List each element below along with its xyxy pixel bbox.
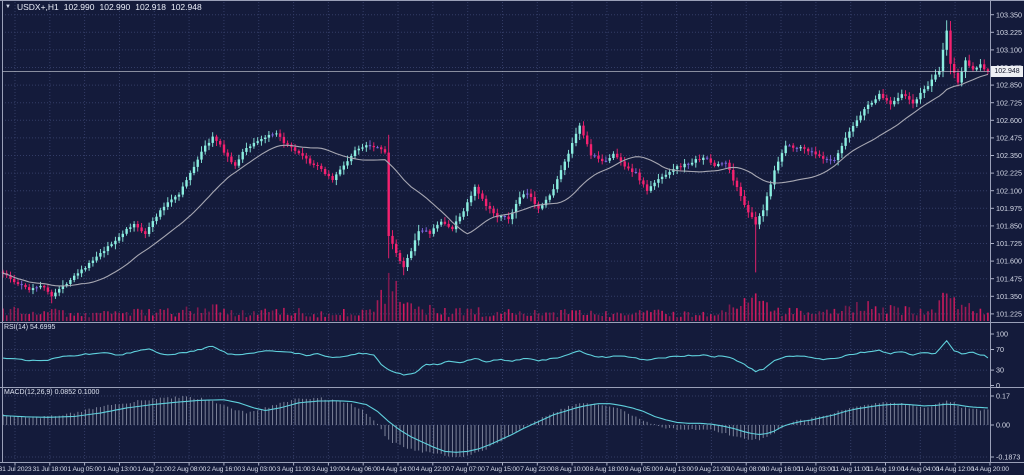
macd-label: MACD(12,26,9) 0.0852 0.1000 bbox=[4, 389, 100, 396]
grid-layer bbox=[2, 2, 988, 460]
svg-text:3 Aug 03:00: 3 Aug 03:00 bbox=[242, 466, 277, 473]
svg-text:70: 70 bbox=[996, 345, 1004, 354]
svg-text:103.100: 103.100 bbox=[996, 46, 1022, 55]
macd-panel[interactable] bbox=[2, 396, 989, 458]
svg-text:10 Aug 16:00: 10 Aug 16:00 bbox=[762, 466, 800, 473]
svg-text:2 Aug 16:00: 2 Aug 16:00 bbox=[207, 466, 242, 473]
rsi-line bbox=[2, 339, 989, 376]
svg-text:3 Aug 11:00: 3 Aug 11:00 bbox=[277, 466, 311, 473]
svg-text:101.975: 101.975 bbox=[996, 204, 1022, 213]
svg-text:10 Aug 08:00: 10 Aug 08:00 bbox=[727, 466, 765, 473]
svg-text:11 Aug 03:00: 11 Aug 03:00 bbox=[797, 466, 835, 473]
candlesticks bbox=[1, 20, 990, 304]
svg-text:102.350: 102.350 bbox=[996, 151, 1022, 160]
ohlc-high: 102.990 bbox=[99, 2, 131, 12]
svg-text:103.225: 103.225 bbox=[996, 28, 1022, 37]
rsi-panel[interactable] bbox=[2, 339, 989, 376]
svg-text:102.225: 102.225 bbox=[996, 169, 1022, 178]
svg-text:102.100: 102.100 bbox=[996, 186, 1022, 195]
svg-text:14 Aug 12:00: 14 Aug 12:00 bbox=[936, 466, 974, 473]
svg-text:14 Aug 04:00: 14 Aug 04:00 bbox=[901, 466, 939, 473]
svg-text:3 Aug 19:00: 3 Aug 19:00 bbox=[311, 466, 346, 473]
svg-text:101.725: 101.725 bbox=[996, 239, 1022, 248]
svg-text:101.850: 101.850 bbox=[996, 222, 1022, 231]
svg-text:30: 30 bbox=[996, 366, 1004, 375]
svg-text:1 Aug 21:00: 1 Aug 21:00 bbox=[137, 466, 172, 473]
ohlc-close: 102.948 bbox=[170, 2, 202, 12]
svg-text:7 Aug 23:00: 7 Aug 23:00 bbox=[520, 466, 555, 473]
chart-dropdown-icon[interactable]: ▼ bbox=[5, 4, 11, 10]
current-price-tag: 102.948 bbox=[991, 66, 1023, 77]
svg-text:102.600: 102.600 bbox=[996, 116, 1022, 125]
ohlc-open: 102.990 bbox=[63, 2, 95, 12]
svg-text:9 Aug 21:00: 9 Aug 21:00 bbox=[694, 466, 729, 473]
ohlc-low: 102.918 bbox=[135, 2, 166, 12]
svg-text:9 Aug 05:00: 9 Aug 05:00 bbox=[625, 466, 660, 473]
svg-text:11 Aug 19:00: 11 Aug 19:00 bbox=[867, 466, 905, 473]
svg-text:-0.1873: -0.1873 bbox=[996, 453, 1020, 462]
svg-text:4 Aug 14:00: 4 Aug 14:00 bbox=[381, 466, 416, 473]
svg-text:102.475: 102.475 bbox=[996, 134, 1022, 143]
chart-title: ▼ USDX+,H1 102.990 102.990 102.918 102.9… bbox=[5, 2, 202, 12]
macd-histogram bbox=[2, 396, 989, 458]
svg-text:102.850: 102.850 bbox=[996, 81, 1022, 90]
svg-text:8 Aug 18:00: 8 Aug 18:00 bbox=[590, 466, 625, 473]
svg-text:2 Aug 08:00: 2 Aug 08:00 bbox=[172, 466, 207, 473]
svg-text:100: 100 bbox=[996, 330, 1008, 339]
svg-text:101.225: 101.225 bbox=[996, 310, 1022, 319]
svg-text:31 Jul 2023: 31 Jul 2023 bbox=[0, 466, 32, 473]
svg-text:0.17: 0.17 bbox=[996, 392, 1010, 401]
svg-text:14 Aug 20:00: 14 Aug 20:00 bbox=[971, 466, 1009, 473]
macd-signal-line bbox=[2, 399, 988, 453]
svg-text:4 Aug 22:00: 4 Aug 22:00 bbox=[416, 466, 451, 473]
svg-text:102.725: 102.725 bbox=[996, 98, 1022, 107]
svg-text:4 Aug 06:00: 4 Aug 06:00 bbox=[346, 466, 381, 473]
svg-text:7 Aug 07:00: 7 Aug 07:00 bbox=[451, 466, 486, 473]
svg-text:7 Aug 15:00: 7 Aug 15:00 bbox=[485, 466, 520, 473]
svg-text:101.475: 101.475 bbox=[996, 274, 1022, 283]
svg-text:1 Aug 05:00: 1 Aug 05:00 bbox=[68, 466, 103, 473]
svg-text:8 Aug 10:00: 8 Aug 10:00 bbox=[555, 466, 590, 473]
svg-text:9 Aug 13:00: 9 Aug 13:00 bbox=[660, 466, 695, 473]
time-axis[interactable]: 31 Jul 2023 31 Jul 18:00 1 Aug 05:00 1 Aug … bbox=[0, 462, 1009, 474]
svg-text:0: 0 bbox=[996, 381, 1000, 390]
chart-symbol-period: USDX+,H1 bbox=[16, 2, 59, 12]
svg-text:1 Aug 13:00: 1 Aug 13:00 bbox=[102, 466, 137, 473]
price-axis[interactable]: 103.350103.225103.100102.975102.850102.7… bbox=[990, 10, 1022, 462]
svg-text:101.600: 101.600 bbox=[996, 257, 1022, 266]
moving-average-line bbox=[2, 73, 989, 287]
rsi-label: RSI(14) 54.6995 bbox=[4, 324, 56, 331]
svg-text:11 Aug 11:00: 11 Aug 11:00 bbox=[832, 466, 869, 473]
svg-text:0.00: 0.00 bbox=[996, 421, 1010, 430]
svg-text:103.350: 103.350 bbox=[996, 10, 1022, 19]
svg-text:101.350: 101.350 bbox=[996, 292, 1022, 301]
svg-text:31 Jul 18:00: 31 Jul 18:00 bbox=[32, 466, 67, 473]
